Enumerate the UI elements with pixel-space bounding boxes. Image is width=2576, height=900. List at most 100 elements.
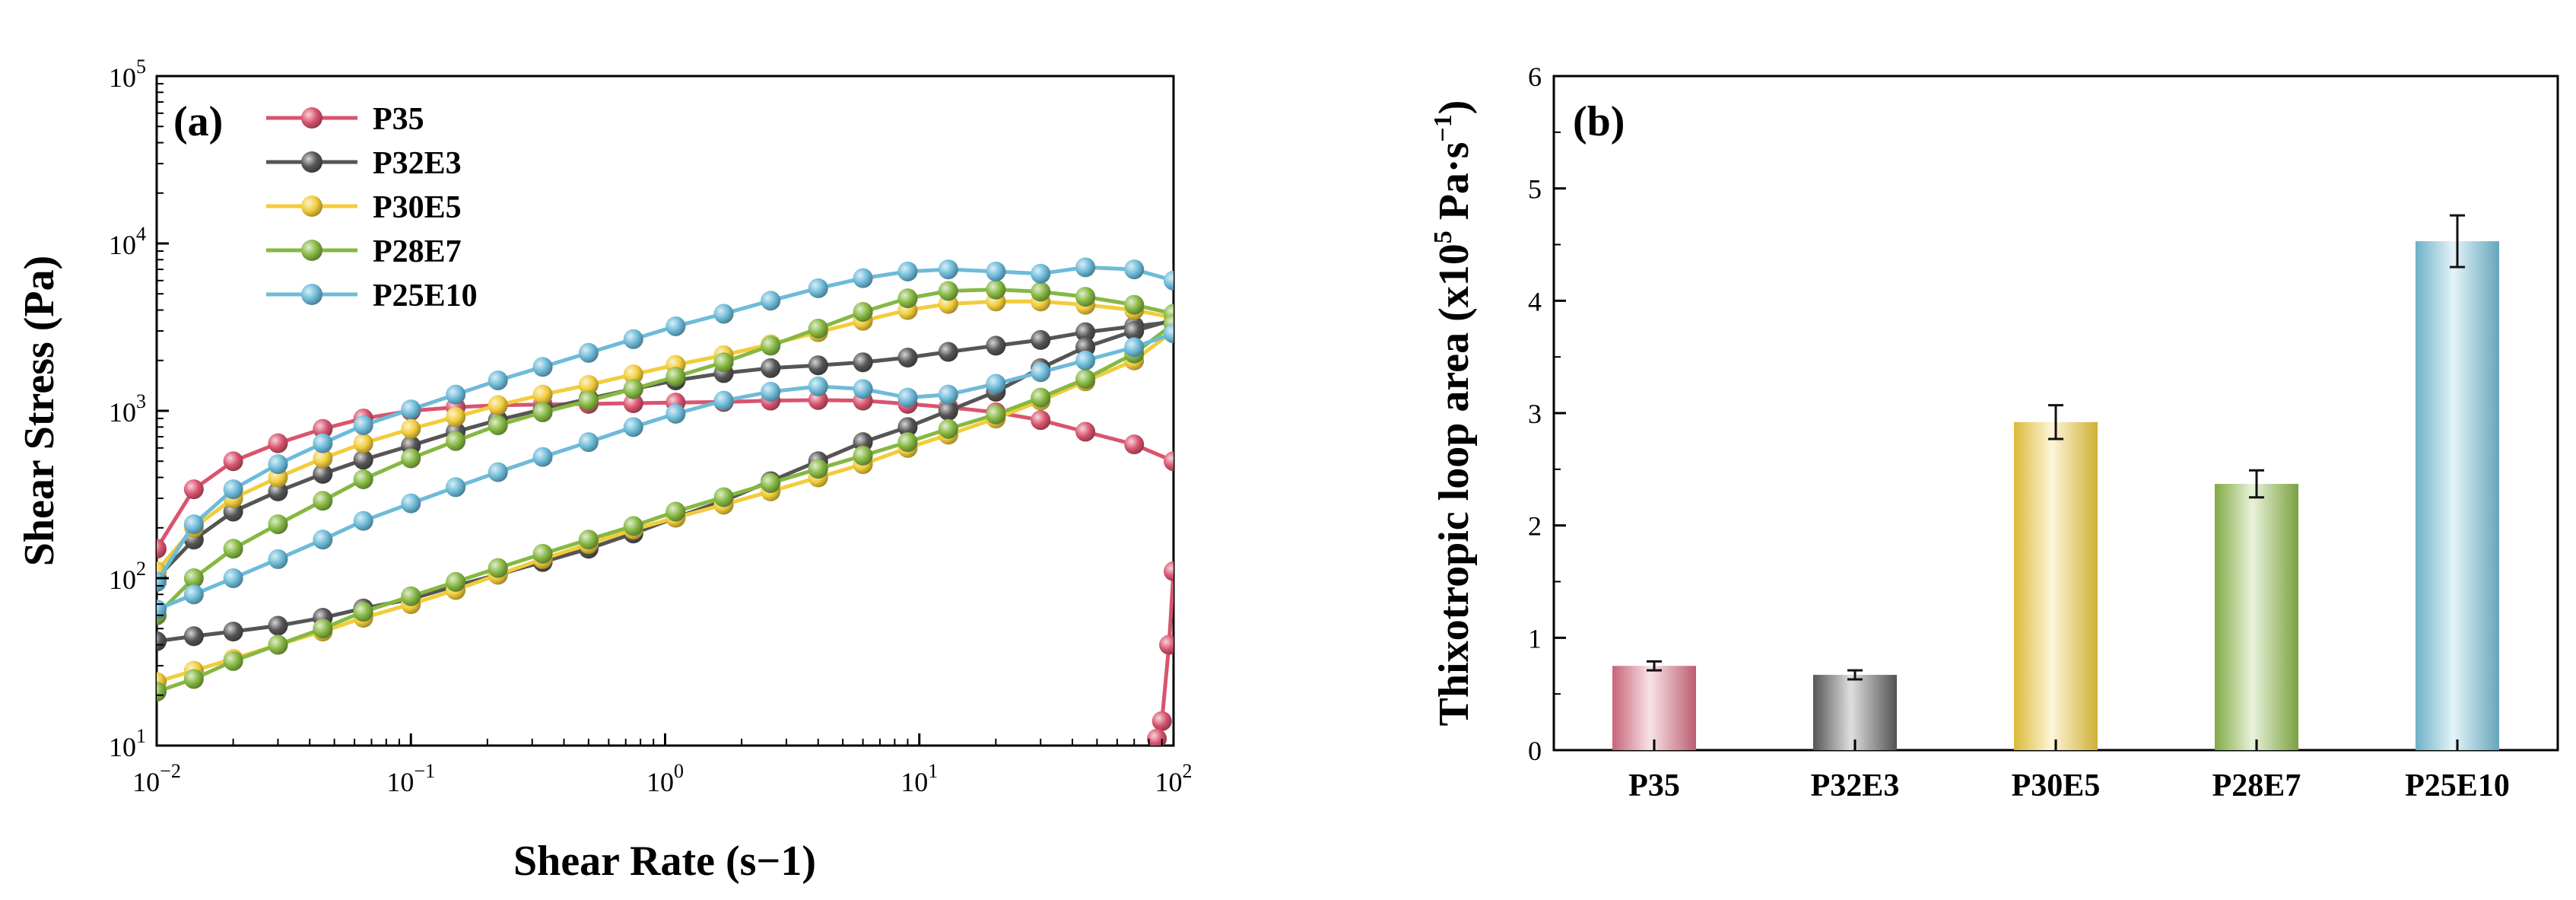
legend-item-p30e5: P30E5 bbox=[266, 190, 462, 225]
data-point-p25e10 bbox=[488, 370, 508, 390]
panel-b-y-axis-title: Thixotropic loop area (x105 Pa·s−1) bbox=[1429, 100, 1478, 727]
panel-b-y-tick-label: 3 bbox=[1528, 399, 1542, 429]
data-point-p28e7 bbox=[665, 367, 686, 387]
data-point-p28e7 bbox=[401, 448, 421, 469]
data-point-p25e10 bbox=[1075, 257, 1096, 278]
data-point-p25e10 bbox=[401, 493, 421, 514]
data-point-p25e10 bbox=[986, 261, 1006, 281]
data-point-p35 bbox=[1147, 728, 1167, 746]
data-point-p32e3 bbox=[1075, 322, 1096, 342]
data-point-p25e10 bbox=[986, 374, 1006, 394]
legend-marker bbox=[301, 196, 322, 217]
data-point-p28e7 bbox=[808, 459, 828, 479]
data-point-p25e10 bbox=[532, 447, 553, 467]
data-point-p25e10 bbox=[1124, 337, 1145, 358]
data-point-p25e10 bbox=[532, 357, 553, 377]
data-point-p25e10 bbox=[713, 304, 734, 324]
data-point-p30e5 bbox=[623, 364, 643, 385]
series-line-p28e7-up bbox=[157, 288, 1174, 617]
data-point-p25e10 bbox=[157, 571, 167, 592]
data-point-p32e3 bbox=[808, 355, 828, 376]
bar-p25e10 bbox=[2416, 241, 2499, 750]
data-point-p28e7 bbox=[665, 501, 686, 522]
data-point-p35 bbox=[1031, 410, 1051, 431]
panel-a-label: (a) bbox=[173, 98, 223, 145]
series-line-p25e10-down bbox=[157, 331, 1174, 612]
data-point-p32e3 bbox=[1124, 321, 1145, 342]
panel-a-y-axis-title: Shear Stress (Pa) bbox=[16, 256, 63, 567]
data-point-p25e10 bbox=[761, 291, 781, 311]
legend-marker bbox=[301, 107, 322, 129]
legend-item-p28e7: P28E7 bbox=[266, 234, 462, 269]
data-point-p25e10 bbox=[268, 454, 288, 475]
data-point-p25e10 bbox=[897, 261, 918, 281]
data-point-p28e7 bbox=[808, 318, 828, 339]
data-point-p25e10 bbox=[313, 530, 333, 550]
panel-b-y-tick-label: 4 bbox=[1528, 286, 1542, 316]
data-point-p30e5 bbox=[313, 448, 333, 469]
data-point-p28e7 bbox=[1124, 294, 1145, 315]
data-point-p25e10 bbox=[1164, 270, 1174, 291]
data-point-p28e7 bbox=[488, 415, 508, 435]
data-point-p25e10 bbox=[223, 568, 243, 588]
data-point-p28e7 bbox=[986, 404, 1006, 425]
data-point-p28e7 bbox=[578, 530, 599, 550]
panel-b-bars-group bbox=[1612, 214, 2499, 750]
error-bar-p30e5 bbox=[2048, 404, 2063, 440]
category-label-p28e7: P28E7 bbox=[2212, 768, 2301, 803]
data-point-p25e10 bbox=[938, 259, 958, 280]
data-point-p35 bbox=[183, 479, 204, 500]
data-point-p25e10 bbox=[313, 433, 333, 453]
series-line-p25e10-up bbox=[157, 265, 1174, 584]
data-point-p25e10 bbox=[853, 379, 873, 399]
data-point-p28e7 bbox=[853, 445, 873, 466]
data-point-p25e10 bbox=[223, 479, 243, 500]
data-point-p35 bbox=[313, 418, 333, 439]
series-p30e5 bbox=[157, 291, 1174, 692]
bar-p35 bbox=[1612, 666, 1696, 750]
data-point-p28e7 bbox=[401, 586, 421, 606]
data-point-p28e7 bbox=[532, 543, 553, 564]
data-point-p25e10 bbox=[623, 417, 643, 437]
data-point-p28e7 bbox=[1075, 369, 1096, 390]
panel-b-thixotropic-bar-chart: 0 1 2 3 4 5 6 P35 P32E3 P30E5 P28E7 P25E10 (b) Thix… bbox=[1429, 62, 2559, 803]
category-label-p35: P35 bbox=[1628, 768, 1680, 803]
legend-item-p35: P35 bbox=[266, 102, 424, 137]
data-point-p25e10 bbox=[713, 390, 734, 411]
panel-a-x-tick-label: 100 bbox=[646, 760, 684, 797]
data-point-p28e7 bbox=[761, 472, 781, 493]
panel-a-y-tick-label: 102 bbox=[109, 558, 146, 595]
panel-a-plot-frame bbox=[155, 75, 1175, 747]
panel-a-y-tick-label: 103 bbox=[109, 390, 146, 428]
data-point-p25e10 bbox=[1031, 362, 1051, 383]
series-p32e3 bbox=[157, 310, 1174, 651]
data-point-p25e10 bbox=[853, 268, 873, 288]
data-point-p28e7 bbox=[938, 281, 958, 301]
panel-a-x-tick-label: 10−1 bbox=[386, 760, 435, 797]
legend-label: P30E5 bbox=[373, 190, 462, 225]
error-bar-p35 bbox=[1647, 660, 1662, 672]
bar-p28e7 bbox=[2215, 484, 2298, 750]
data-point-p28e7 bbox=[578, 390, 599, 411]
legend-label: P28E7 bbox=[373, 234, 462, 269]
series-p28e7 bbox=[157, 279, 1174, 702]
data-point-p32e3 bbox=[761, 358, 781, 378]
data-point-p28e7 bbox=[532, 402, 553, 422]
data-point-p25e10 bbox=[578, 432, 599, 453]
data-point-p32e3 bbox=[938, 401, 958, 421]
data-point-p25e10 bbox=[1164, 323, 1174, 344]
data-point-p25e10 bbox=[183, 584, 204, 605]
data-point-p30e5 bbox=[446, 406, 466, 427]
data-point-p25e10 bbox=[401, 399, 421, 420]
data-point-p28e7 bbox=[623, 516, 643, 536]
series-line-p35-up bbox=[157, 398, 1174, 550]
data-point-p25e10 bbox=[183, 514, 204, 535]
data-point-p25e10 bbox=[488, 462, 508, 482]
series-p25e10 bbox=[157, 257, 1174, 620]
data-point-p28e7 bbox=[353, 602, 373, 622]
data-point-p25e10 bbox=[353, 510, 373, 531]
data-point-p32e3 bbox=[268, 481, 288, 501]
panel-a-y-tick-label: 101 bbox=[109, 725, 146, 762]
legend-item-p32e3: P32E3 bbox=[266, 146, 462, 181]
